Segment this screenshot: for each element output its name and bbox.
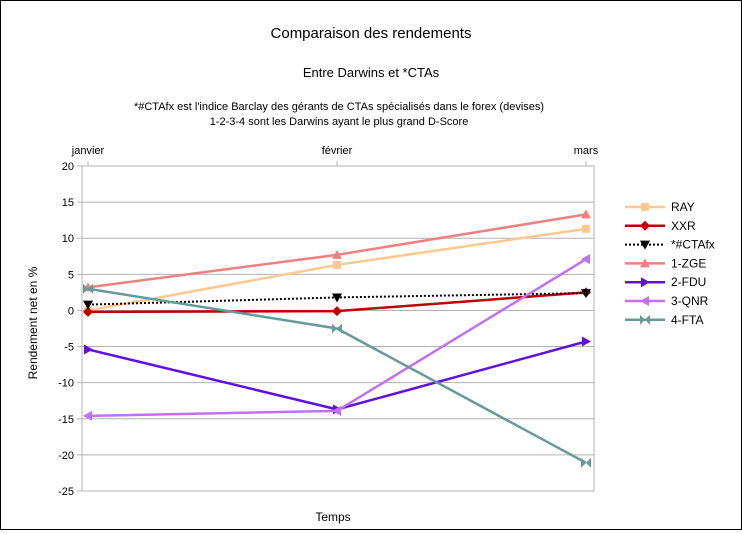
- data-point-ctafx: [581, 289, 591, 299]
- legend-item-ray: RAY: [625, 200, 695, 214]
- legend-marker-xxr: [640, 220, 650, 231]
- legend-marker-2fdu: [641, 277, 650, 288]
- legend-label-xxr: XXR: [671, 219, 696, 233]
- legend-marker-4fta: [640, 314, 650, 325]
- legend-marker-1zge: [640, 258, 650, 268]
- x-category-labels: janvier février mars: [71, 145, 599, 157]
- y-tick-label: -10: [58, 378, 74, 390]
- legend-item-4fta: 4-FTA: [625, 313, 703, 327]
- legend-label-4fta: 4-FTA: [671, 313, 703, 327]
- y-tick-labels: 20 15 10 5 0 -5 -10 -15 -20 -25: [58, 161, 74, 498]
- data-point-2fdu: [84, 344, 93, 355]
- legend-item-1zge: 1-ZGE: [625, 256, 706, 270]
- x-category-label: janvier: [71, 145, 105, 157]
- y-axis-label: Rendement net en %: [26, 266, 40, 379]
- chart-note-1: *#CTAfx est l'indice Barclay des gérants…: [134, 101, 544, 113]
- data-point-1zge: [332, 249, 342, 259]
- data-point-3qnr: [83, 410, 92, 421]
- series-4fta: [83, 283, 591, 468]
- series-layer: [83, 209, 591, 468]
- legend-item-ctafx: *#CTAfx: [625, 238, 715, 252]
- data-point-1zge: [581, 209, 591, 219]
- y-tick-label: 0: [68, 305, 74, 317]
- series-3qnr: [83, 254, 590, 421]
- x-category-label: février: [322, 145, 353, 157]
- legend-label-1zge: 1-ZGE: [671, 256, 706, 270]
- chart-subtitle: Entre Darwins et *CTAs: [303, 65, 440, 80]
- y-tick-label: -15: [58, 414, 74, 426]
- data-point-4fta: [581, 457, 591, 468]
- series-xxr: [83, 287, 591, 317]
- x-axis-label: Temps: [315, 510, 350, 524]
- legend-item-xxr: XXR: [625, 219, 696, 233]
- y-tick-label: 15: [62, 197, 74, 209]
- legend-item-2fdu: 2-FDU: [625, 275, 706, 289]
- data-point-4fta: [83, 283, 93, 294]
- y-tick-label: 5: [68, 269, 74, 281]
- data-point-3qnr: [581, 254, 590, 265]
- y-tick-label: 20: [62, 161, 74, 173]
- y-tick-label: -20: [58, 450, 74, 462]
- legend-label-3qnr: 3-QNR: [671, 294, 709, 308]
- data-point-2fdu: [582, 336, 591, 347]
- data-point-xxr: [332, 306, 342, 317]
- data-point-xxr: [83, 306, 93, 317]
- data-point-3qnr: [332, 405, 341, 416]
- data-point-ray: [333, 260, 341, 269]
- chart-title: Comparaison des rendements: [271, 25, 472, 42]
- y-tick-label: -25: [58, 486, 74, 498]
- legend-item-3qnr: 3-QNR: [625, 294, 709, 308]
- legend-label-ray: RAY: [671, 200, 695, 214]
- data-point-ctafx: [332, 293, 342, 303]
- legend-marker-ctafx: [640, 240, 650, 250]
- y-tick-label: -5: [64, 342, 74, 354]
- x-category-label: mars: [574, 145, 599, 157]
- chart-note-2: 1-2-3-4 sont les Darwins ayant le plus g…: [210, 116, 469, 128]
- legend-marker-3qnr: [640, 296, 649, 306]
- legend-label-ctafx: *#CTAfx: [671, 238, 715, 252]
- data-point-4fta: [332, 323, 342, 334]
- legend-label-2fdu: 2-FDU: [671, 275, 706, 289]
- legend-marker-ray: [641, 203, 649, 211]
- legend: RAY XXR *#CTAfx 1-ZGE 2-FDU 3-QNR 4-FTA: [625, 200, 715, 327]
- data-point-ctafx: [83, 300, 93, 310]
- series-ctafx: [83, 289, 591, 310]
- data-point-ray: [582, 224, 590, 233]
- y-tick-label: 10: [62, 233, 74, 245]
